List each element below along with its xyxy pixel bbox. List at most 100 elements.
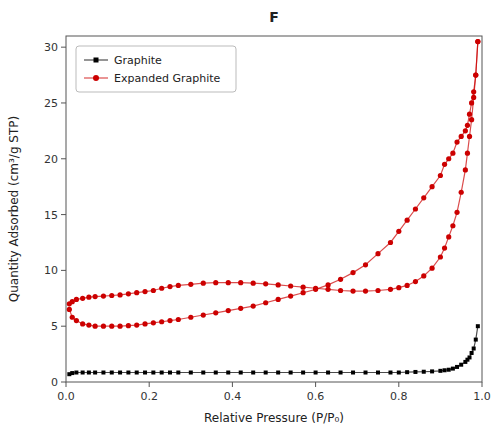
data-point bbox=[188, 315, 193, 320]
data-point bbox=[429, 184, 434, 189]
data-point bbox=[134, 322, 139, 327]
data-point bbox=[74, 318, 79, 323]
data-point bbox=[475, 39, 480, 44]
x-tick-label: 0.8 bbox=[390, 390, 408, 403]
data-point bbox=[176, 283, 181, 288]
data-point bbox=[388, 287, 393, 292]
data-point bbox=[467, 112, 472, 117]
data-point bbox=[469, 117, 474, 122]
data-point bbox=[117, 292, 122, 297]
data-point bbox=[375, 251, 380, 256]
data-point bbox=[289, 371, 293, 375]
y-tick bbox=[61, 214, 66, 215]
data-point bbox=[117, 324, 122, 329]
x-tick bbox=[66, 382, 67, 387]
data-point bbox=[143, 371, 147, 375]
data-point bbox=[288, 293, 293, 298]
data-point bbox=[438, 254, 443, 259]
data-point bbox=[454, 210, 459, 215]
data-point bbox=[80, 321, 85, 326]
data-point bbox=[467, 134, 472, 139]
data-point bbox=[67, 307, 72, 312]
data-point bbox=[450, 223, 455, 228]
data-point bbox=[397, 371, 401, 375]
data-point bbox=[86, 295, 91, 300]
data-point bbox=[438, 369, 442, 373]
data-point bbox=[454, 139, 459, 144]
data-point bbox=[176, 371, 180, 375]
x-tick bbox=[315, 382, 316, 387]
data-point bbox=[405, 283, 410, 288]
data-point bbox=[118, 371, 122, 375]
data-point bbox=[442, 162, 447, 167]
data-point bbox=[326, 371, 330, 375]
data-point bbox=[109, 293, 114, 298]
x-tick bbox=[482, 382, 483, 387]
y-tick-label: 5 bbox=[51, 320, 58, 333]
data-point bbox=[288, 283, 293, 288]
data-point bbox=[470, 351, 474, 355]
data-point bbox=[465, 123, 470, 128]
data-point bbox=[86, 322, 91, 327]
legend-box bbox=[76, 46, 236, 92]
legend: GraphiteExpanded Graphite bbox=[76, 46, 236, 92]
data-point bbox=[159, 286, 164, 291]
data-point bbox=[364, 371, 368, 375]
data-point bbox=[142, 321, 147, 326]
data-point bbox=[93, 371, 97, 375]
data-point bbox=[276, 297, 281, 302]
data-point bbox=[151, 288, 156, 293]
data-point bbox=[396, 285, 401, 290]
data-point bbox=[468, 355, 472, 359]
data-point bbox=[81, 371, 85, 375]
y-tick-label: 0 bbox=[51, 376, 58, 389]
data-point bbox=[442, 245, 447, 250]
data-point bbox=[413, 206, 418, 211]
data-point bbox=[201, 371, 205, 375]
data-point bbox=[396, 229, 401, 234]
data-point bbox=[226, 308, 231, 313]
series-line bbox=[69, 42, 478, 304]
data-point bbox=[375, 288, 380, 293]
data-point bbox=[263, 281, 268, 286]
data-point bbox=[421, 273, 426, 278]
data-point bbox=[264, 371, 268, 375]
data-point bbox=[126, 371, 130, 375]
data-point bbox=[325, 282, 330, 287]
data-point bbox=[126, 291, 131, 296]
series bbox=[67, 39, 481, 306]
data-point bbox=[188, 282, 193, 287]
data-point bbox=[447, 368, 451, 372]
data-point bbox=[70, 371, 74, 375]
data-point bbox=[151, 320, 156, 325]
y-tick-label: 30 bbox=[44, 41, 58, 54]
data-point bbox=[473, 72, 478, 77]
data-point bbox=[475, 39, 480, 44]
data-point bbox=[101, 293, 106, 298]
chart: F0.00.20.40.60.81.0051015202530Relative … bbox=[0, 0, 500, 434]
data-point bbox=[226, 371, 230, 375]
data-point bbox=[70, 315, 75, 320]
data-point bbox=[438, 173, 443, 178]
data-point bbox=[126, 323, 131, 328]
data-point bbox=[476, 324, 480, 328]
data-point bbox=[134, 290, 139, 295]
data-point bbox=[446, 234, 451, 239]
data-point bbox=[151, 371, 155, 375]
y-tick bbox=[61, 326, 66, 327]
data-point bbox=[469, 100, 474, 105]
x-tick-label: 0.4 bbox=[224, 390, 242, 403]
data-point bbox=[87, 371, 91, 375]
data-point bbox=[238, 306, 243, 311]
x-tick bbox=[149, 382, 150, 387]
y-tick bbox=[61, 47, 66, 48]
y-tick-label: 10 bbox=[44, 264, 58, 277]
data-point bbox=[338, 288, 343, 293]
data-point bbox=[251, 281, 256, 286]
data-point bbox=[168, 371, 172, 375]
chart-container: F0.00.20.40.60.81.0051015202530Relative … bbox=[0, 0, 500, 434]
data-point bbox=[226, 280, 231, 285]
data-point bbox=[388, 371, 392, 375]
data-point bbox=[167, 318, 172, 323]
series bbox=[67, 324, 480, 376]
